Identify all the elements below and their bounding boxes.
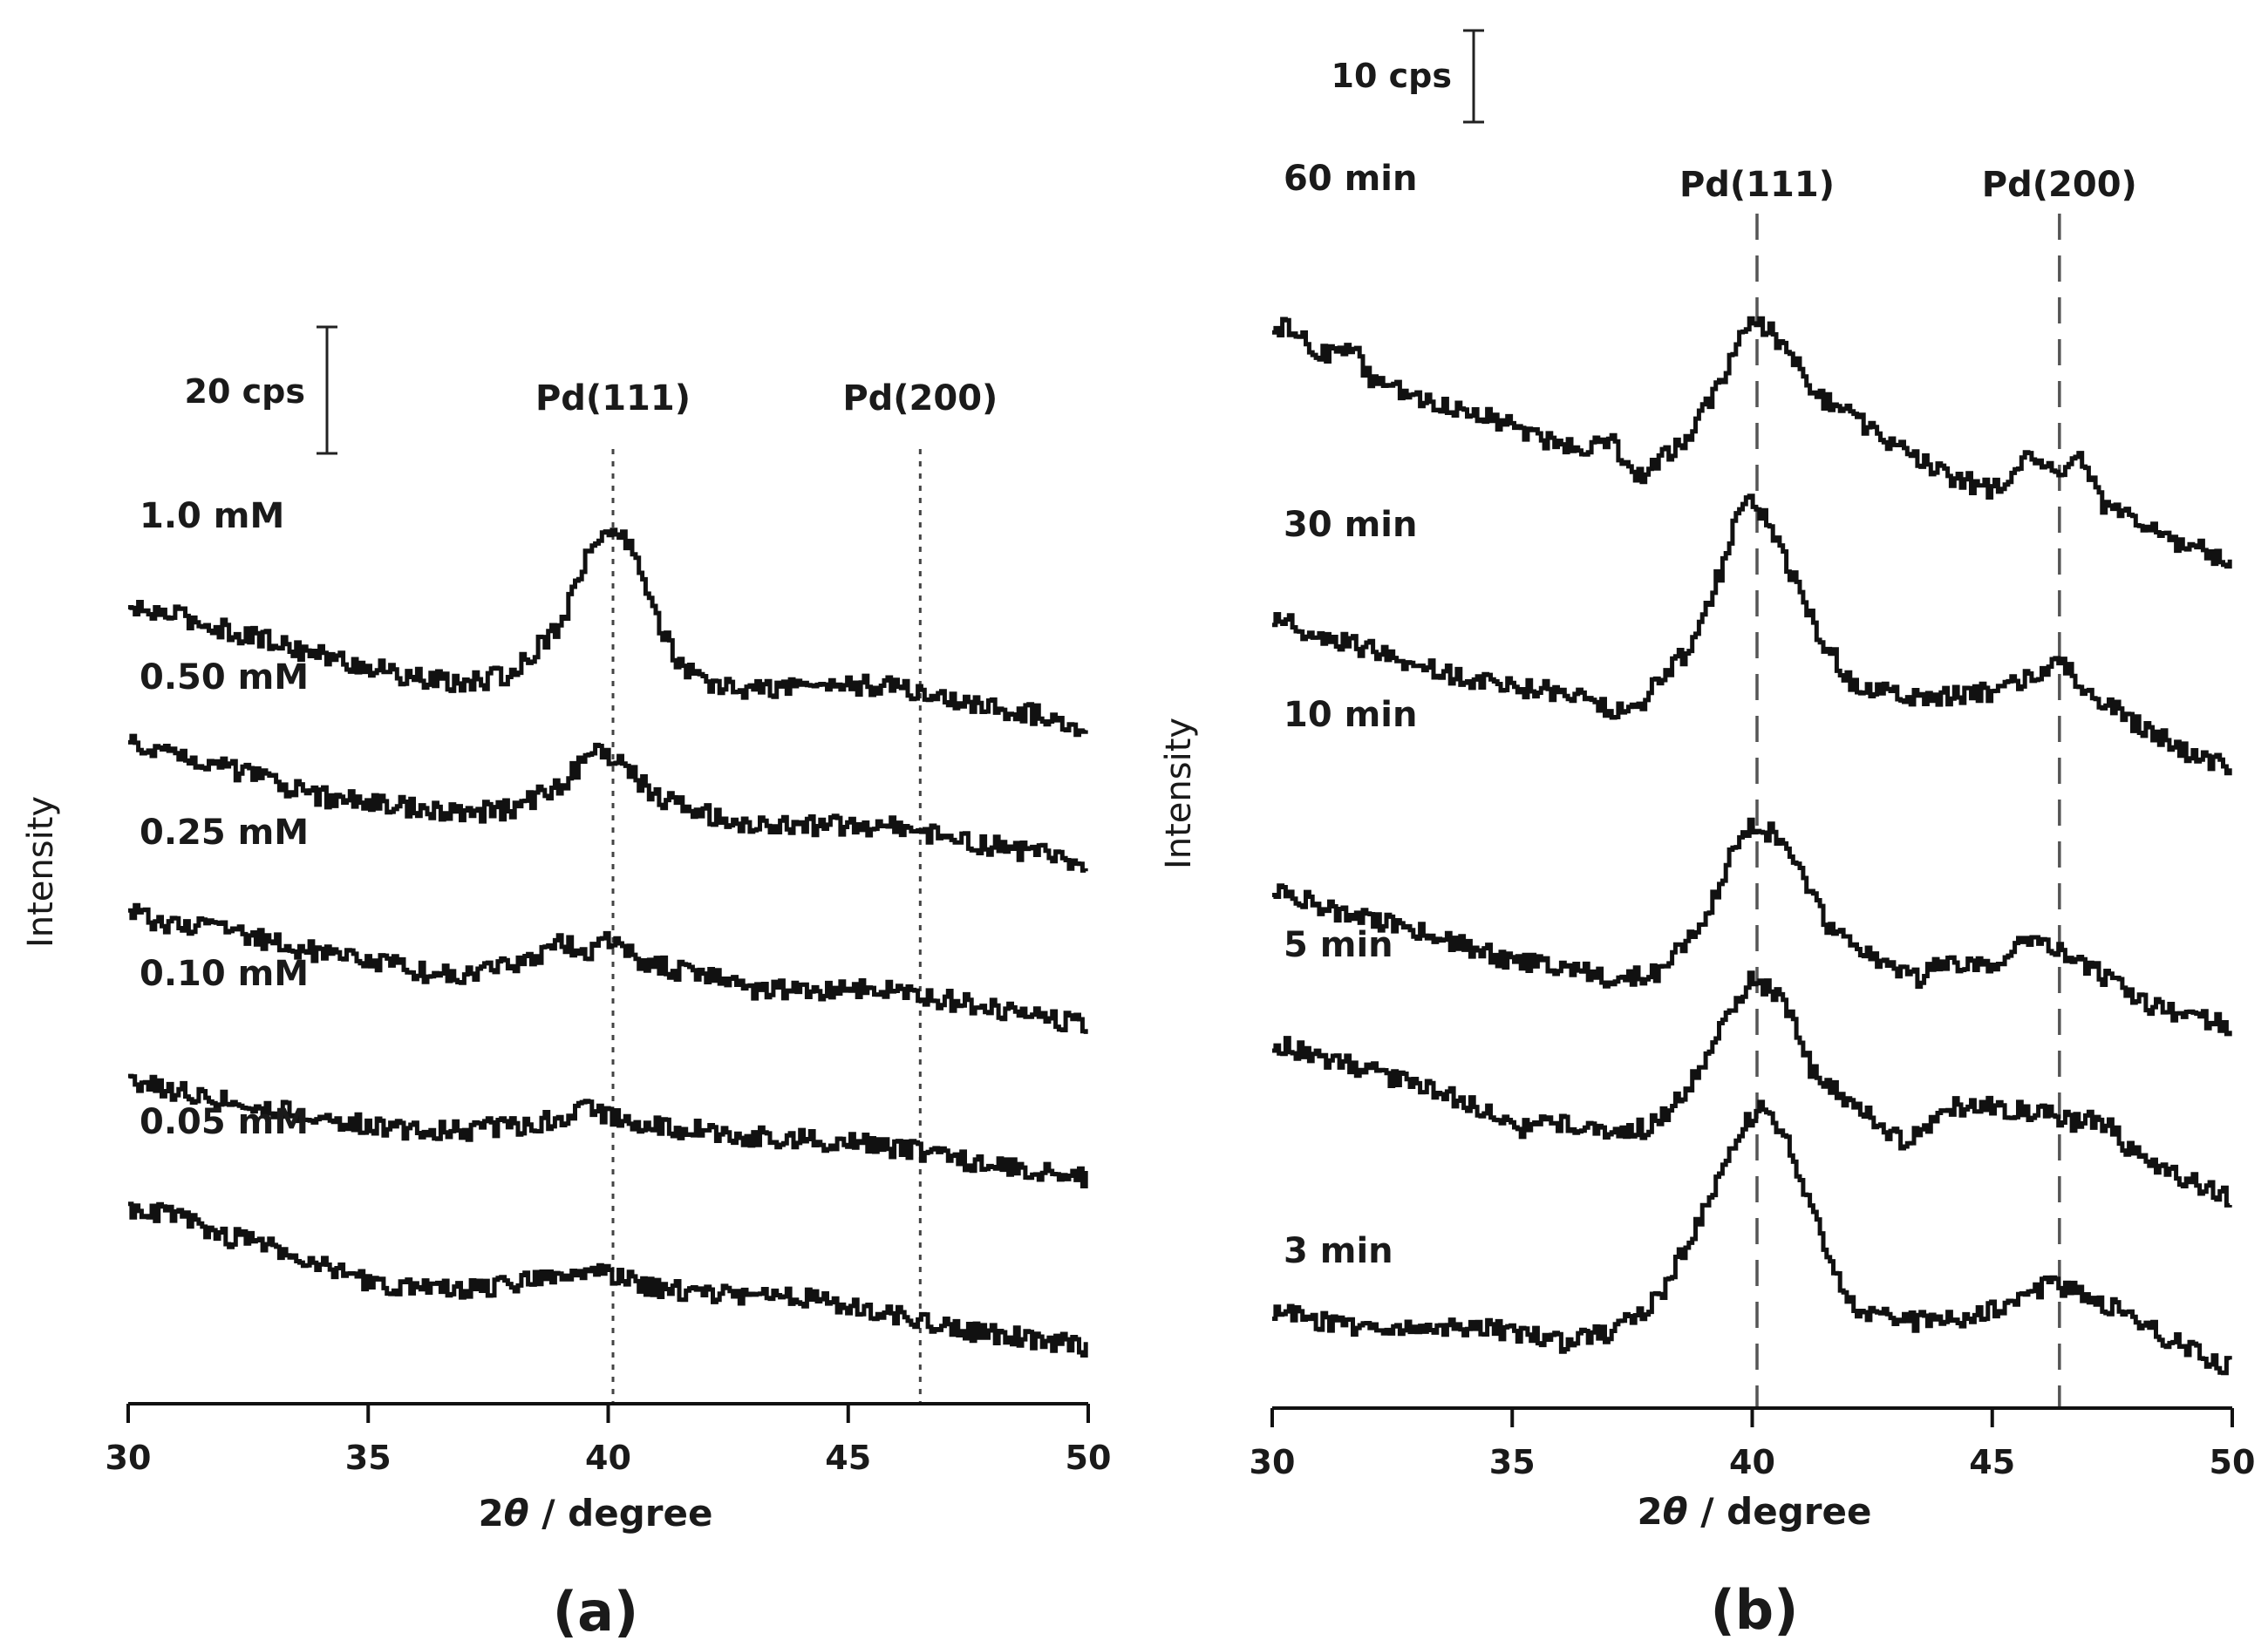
- panel-b-x-tick-label-0: 30: [1250, 1443, 1296, 1481]
- panel-a-trace-0-10-mm: [128, 1073, 1088, 1188]
- panel-a-series-label-0: 1.0 mM: [140, 496, 284, 536]
- panel-b-series-label-0: 60 min: [1284, 159, 1417, 199]
- panel-b-trace-10-min: [1272, 817, 2232, 1037]
- panel-b-traces: 60 min 30 min 10 min 5 min 3 min: [1272, 159, 2232, 1376]
- panel-b-x-tick-label-2: 40: [1729, 1443, 1775, 1481]
- panel-a-series-label-2: 0.25 mM: [140, 813, 309, 853]
- panel-b-trace-3-min: [1272, 1099, 2232, 1376]
- panel-b-trace-60-min: [1272, 316, 2232, 569]
- panel-b-series-label-3: 5 min: [1284, 925, 1393, 965]
- panel-b-x-axis-label: 2θ / degree: [1638, 1490, 1872, 1533]
- panel-a-scale-bar: 20 cps: [185, 325, 337, 455]
- panel-a-ref-label-1: Pd(200): [842, 378, 998, 419]
- panel-b-scale-bar: 10 cps: [1332, 29, 1484, 124]
- panel-a-x-axis: 30 35 40 45 50: [106, 1402, 1112, 1477]
- panel-b-x-tick-label-4: 50: [2210, 1443, 2256, 1481]
- panel-b-ref-label-0: Pd(111): [1679, 165, 1835, 205]
- panel-b-x-axis: 30 35 40 45 50: [1250, 1406, 2256, 1481]
- panel-a: Intensity 20 cps Pd(111) Pd(200) 1.0 mM 0.…: [21, 325, 1112, 1644]
- panel-a-traces: 1.0 mM 0.50 mM 0.25 mM 0.10 mM 0.05 mM: [128, 496, 1088, 1358]
- panel-a-series-label-3: 0.10 mM: [140, 954, 309, 994]
- panel-b-series-label-2: 10 min: [1284, 695, 1417, 735]
- panel-b-series-label-4: 3 min: [1284, 1231, 1393, 1271]
- panel-a-x-tick-label-0: 30: [106, 1439, 152, 1477]
- panel-a-series-label-4: 0.05 mM: [140, 1102, 309, 1142]
- panel-a-trace-0-50-mm: [128, 733, 1088, 873]
- panel-b-x-tick-label-3: 45: [1969, 1443, 2015, 1481]
- panel-b-reference-lines: Pd(111) Pd(200): [1679, 165, 2137, 1408]
- panel-a-x-tick-label-4: 50: [1066, 1439, 1112, 1477]
- panel-a-x-tick-label-1: 35: [345, 1439, 392, 1477]
- panel-a-scale-bar-label: 20 cps: [185, 372, 305, 411]
- panel-a-y-axis-label: Intensity: [21, 796, 61, 948]
- panel-b-trace-5-min: [1272, 970, 2232, 1208]
- panel-b-scale-bar-label: 10 cps: [1332, 57, 1452, 95]
- panel-b-ref-label-1: Pd(200): [1982, 165, 2137, 205]
- panel-a-x-tick-label-3: 45: [825, 1439, 871, 1477]
- panel-a-series-label-1: 0.50 mM: [140, 657, 309, 698]
- panel-b-series-label-1: 30 min: [1284, 505, 1417, 545]
- panel-a-trace-0-25-mm: [128, 902, 1088, 1034]
- panel-a-ref-label-0: Pd(111): [535, 378, 691, 419]
- panel-a-trace-0-05-mm: [128, 1201, 1088, 1358]
- panel-b-label: (b): [1710, 1578, 1798, 1642]
- panel-a-trace-1-0-mm: [128, 527, 1088, 738]
- panel-a-label: (a): [553, 1580, 639, 1644]
- panel-b-x-tick-label-1: 35: [1489, 1443, 1536, 1481]
- panel-a-x-axis-label: 2θ / degree: [479, 1492, 713, 1535]
- panel-b-trace-30-min: [1272, 493, 2232, 776]
- panel-b-y-axis-label: Intensity: [1159, 718, 1199, 869]
- panel-a-x-tick-label-2: 40: [585, 1439, 631, 1477]
- panel-b: Intensity 10 cps Pd(111) Pd(200) 60 min 30…: [1159, 29, 2256, 1642]
- panel-a-reference-lines: Pd(111) Pd(200): [535, 378, 998, 1404]
